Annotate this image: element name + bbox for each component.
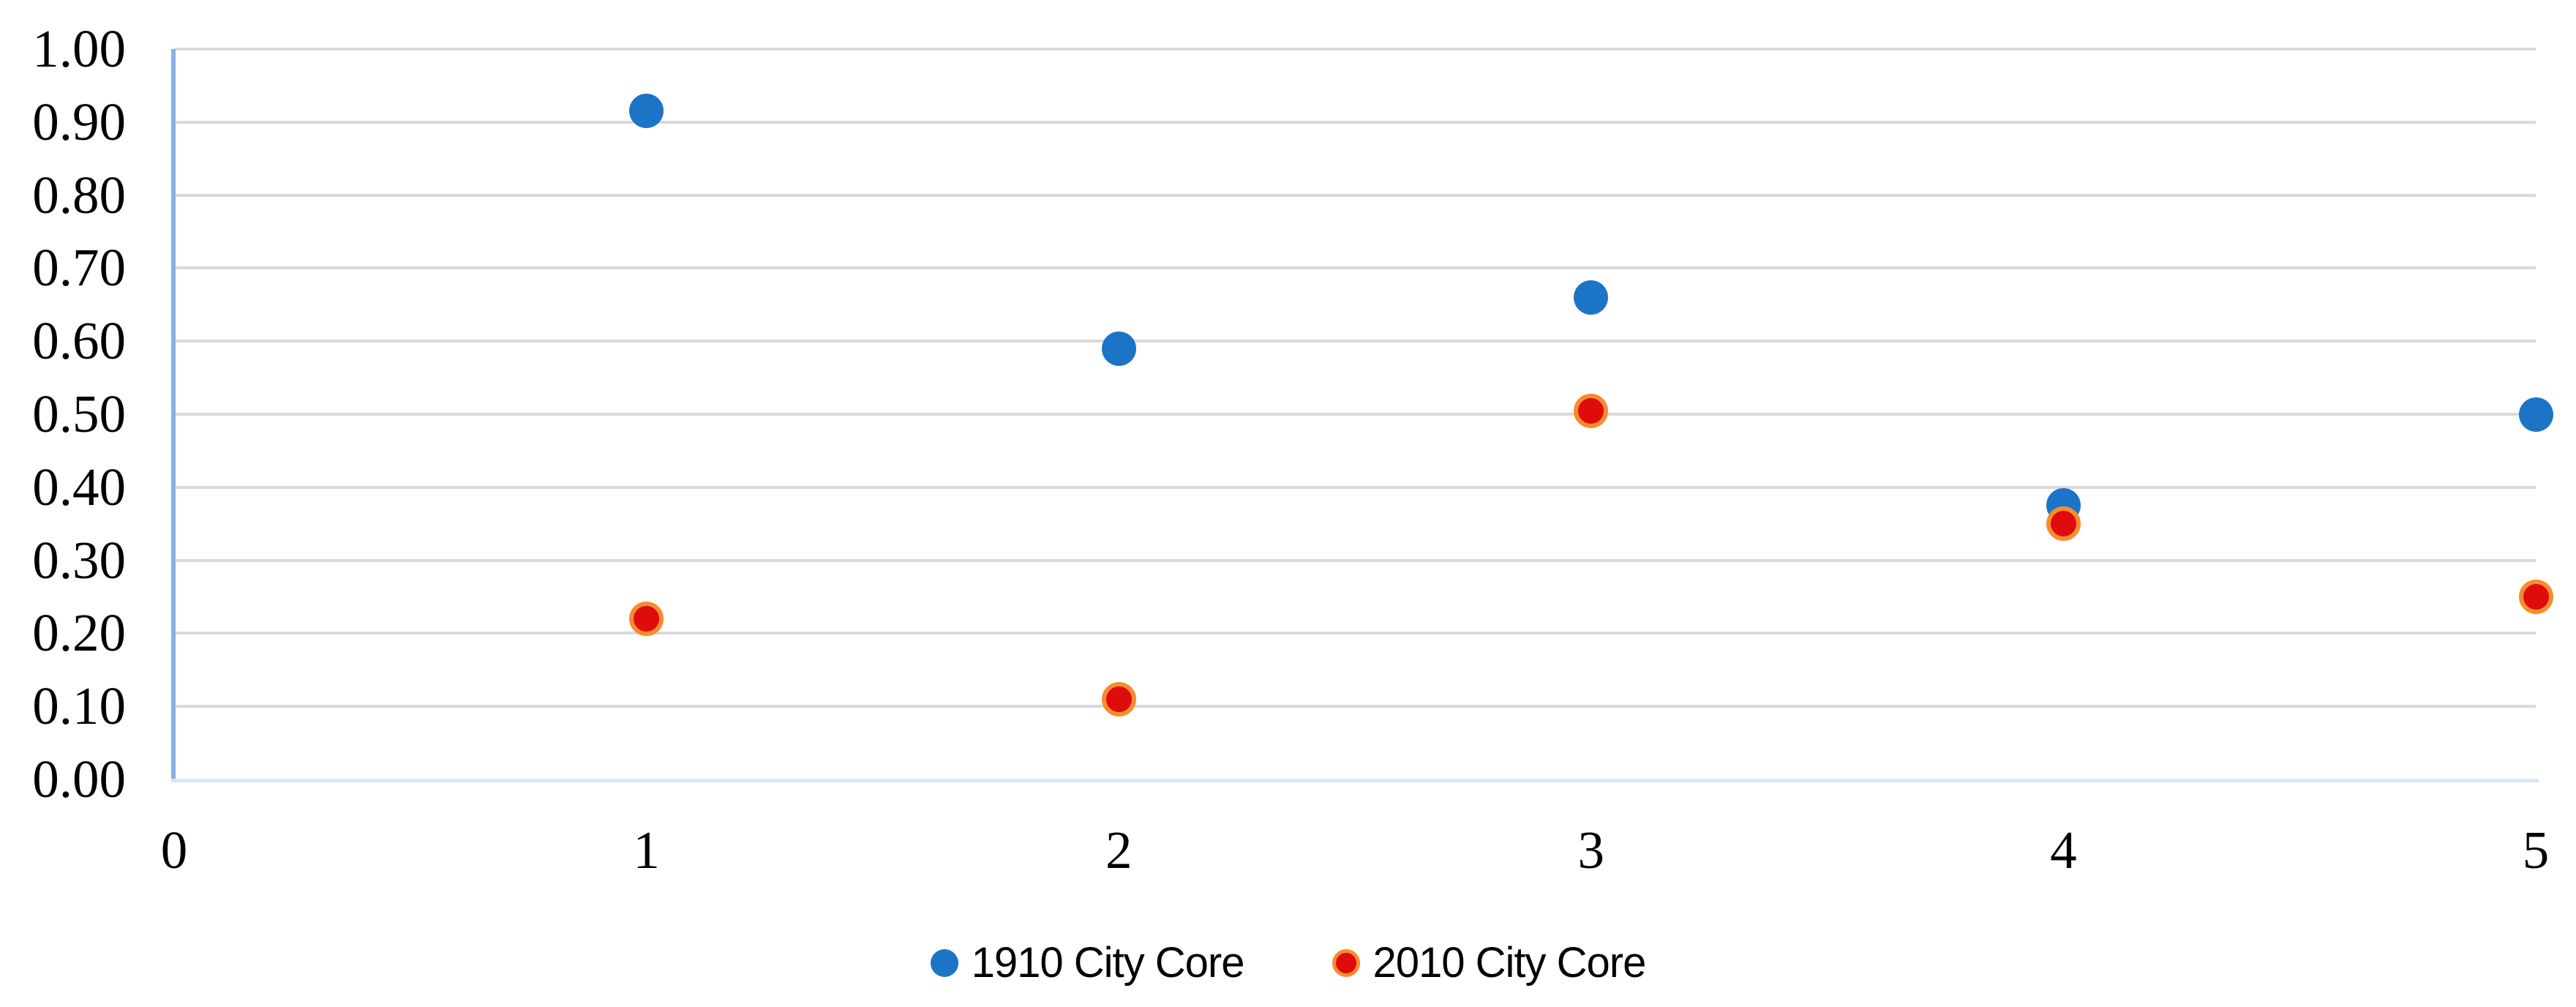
legend-marker-icon (930, 948, 958, 977)
y-tick-label: 0.70 (32, 238, 126, 298)
y-tick-label: 1.00 (32, 19, 126, 78)
gridline (174, 120, 2536, 124)
data-point-2010-city-core[interactable] (2518, 580, 2553, 614)
gridline (174, 266, 2536, 270)
legend-marker-icon (1332, 948, 1360, 977)
gridline (174, 632, 2536, 635)
legend-item-2010-city-core[interactable]: 2010 City Core (1332, 938, 1646, 987)
gridline (174, 558, 2536, 562)
legend: 1910 City Core 2010 City Core (0, 938, 2576, 987)
y-tick-label: 0.20 (32, 603, 126, 663)
y-tick-label: 0.90 (32, 91, 126, 151)
gridline (174, 48, 2536, 50)
data-point-2010-city-core[interactable] (629, 601, 664, 636)
gridline (174, 413, 2536, 416)
y-tick-label: 0.10 (32, 676, 126, 736)
legend-item-1910-city-core[interactable]: 1910 City Core (930, 938, 1245, 987)
x-tick-label: 4 (2050, 820, 2077, 880)
y-tick-label: 0.40 (32, 457, 126, 517)
data-point-1910-city-core[interactable] (1574, 280, 1609, 315)
x-axis-line (171, 779, 2539, 782)
data-point-2010-city-core[interactable] (2046, 506, 2081, 542)
data-point-2010-city-core[interactable] (1574, 393, 1609, 428)
x-tick-label: 0 (160, 820, 188, 880)
x-tick-label: 3 (1577, 820, 1605, 880)
data-point-1910-city-core[interactable] (1101, 331, 1136, 366)
legend-label: 1910 City Core (971, 939, 1245, 987)
x-tick-label: 1 (633, 820, 660, 880)
legend-label: 2010 City Core (1373, 939, 1647, 987)
data-point-2010-city-core[interactable] (1101, 681, 1136, 716)
y-tick-label: 0.80 (32, 165, 126, 225)
gridline (174, 705, 2536, 708)
gridline (174, 485, 2536, 489)
data-point-1910-city-core[interactable] (629, 94, 664, 129)
y-tick-label: 0.00 (32, 749, 126, 809)
x-tick-label: 2 (1105, 820, 1133, 880)
gridline (174, 340, 2536, 343)
data-point-1910-city-core[interactable] (2518, 397, 2553, 432)
y-tick-label: 0.60 (32, 311, 126, 371)
y-tick-label: 0.50 (32, 384, 126, 443)
y-axis-line (171, 49, 176, 779)
gridline (174, 193, 2536, 197)
x-tick-label: 5 (2522, 820, 2550, 880)
y-tick-label: 0.30 (32, 530, 126, 590)
